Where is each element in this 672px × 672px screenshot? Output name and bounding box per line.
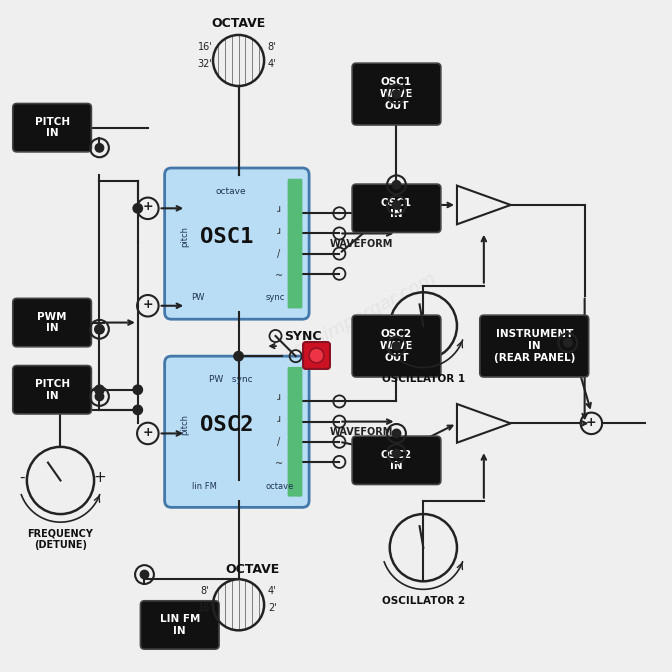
FancyBboxPatch shape [288, 179, 302, 308]
Circle shape [392, 90, 401, 98]
Circle shape [392, 342, 401, 350]
Circle shape [133, 385, 142, 394]
Text: 16': 16' [198, 603, 212, 613]
Text: OSCILLATOR 2: OSCILLATOR 2 [382, 596, 465, 606]
Text: 32': 32' [198, 59, 212, 69]
Text: PW: PW [192, 294, 205, 302]
Text: +: + [142, 200, 153, 214]
Text: 8': 8' [201, 587, 209, 596]
Text: OSC1: OSC1 [200, 226, 253, 247]
FancyBboxPatch shape [13, 366, 91, 414]
FancyBboxPatch shape [303, 342, 330, 369]
Text: PW   sync: PW sync [208, 375, 252, 384]
Text: 8': 8' [268, 42, 276, 52]
FancyBboxPatch shape [480, 315, 589, 377]
FancyBboxPatch shape [165, 168, 309, 319]
Text: /: / [278, 249, 280, 259]
Text: 16': 16' [198, 42, 212, 52]
Text: +: + [586, 415, 597, 429]
Text: ɹ: ɹ [277, 415, 281, 425]
Text: OSC2: OSC2 [200, 415, 253, 435]
Circle shape [95, 325, 104, 334]
Text: +: + [142, 298, 153, 311]
Circle shape [133, 204, 142, 213]
Text: +: + [93, 470, 106, 485]
Text: PITCH
IN: PITCH IN [34, 379, 70, 401]
Text: pitch: pitch [180, 415, 190, 435]
Text: sync: sync [265, 294, 285, 302]
FancyBboxPatch shape [165, 356, 309, 507]
FancyBboxPatch shape [13, 103, 91, 152]
Text: LIN FM
IN: LIN FM IN [159, 614, 200, 636]
Text: 2': 2' [267, 603, 277, 613]
Text: OSC1
IN: OSC1 IN [381, 198, 412, 219]
Circle shape [234, 351, 243, 361]
Text: 4': 4' [268, 59, 276, 69]
Circle shape [392, 450, 401, 458]
Circle shape [95, 392, 103, 401]
Text: OSC2
WAVE
OUT: OSC2 WAVE OUT [380, 329, 413, 363]
Circle shape [140, 571, 149, 579]
Text: ɹ: ɹ [277, 204, 281, 214]
Text: PWM
IN: PWM IN [38, 312, 67, 333]
Text: OCTAVE: OCTAVE [212, 17, 265, 30]
Text: OSC2
IN: OSC2 IN [381, 450, 412, 471]
Circle shape [564, 339, 572, 347]
Text: ɹ: ɹ [277, 226, 281, 237]
Text: ~: ~ [275, 271, 283, 281]
FancyBboxPatch shape [140, 601, 219, 649]
Text: OSC1
WAVE
OUT: OSC1 WAVE OUT [380, 77, 413, 111]
Text: octave: octave [265, 482, 294, 491]
Circle shape [95, 325, 103, 333]
Circle shape [392, 201, 401, 209]
FancyBboxPatch shape [13, 298, 91, 347]
Circle shape [392, 181, 401, 189]
Text: 4': 4' [268, 587, 276, 596]
Text: pitch: pitch [180, 226, 190, 247]
Text: octave: octave [215, 187, 246, 196]
Text: +: + [142, 425, 153, 439]
Text: ~: ~ [275, 459, 283, 469]
Text: WAVEFORM: WAVEFORM [329, 239, 392, 249]
FancyBboxPatch shape [288, 367, 302, 497]
FancyBboxPatch shape [352, 184, 441, 233]
Text: -: - [19, 470, 24, 485]
FancyBboxPatch shape [352, 315, 441, 377]
Text: SYNC: SYNC [284, 329, 321, 343]
Text: classicsimpergar.com: classicsimpergar.com [260, 269, 439, 376]
Text: PITCH
IN: PITCH IN [34, 117, 70, 138]
Text: OCTAVE: OCTAVE [225, 563, 279, 577]
Text: INSTRUMENT
IN
(REAR PANEL): INSTRUMENT IN (REAR PANEL) [493, 329, 575, 363]
Text: OSCILLATOR 1: OSCILLATOR 1 [382, 374, 465, 384]
FancyBboxPatch shape [352, 436, 441, 485]
Circle shape [95, 385, 104, 394]
Circle shape [392, 429, 401, 437]
Text: ɹ: ɹ [277, 392, 281, 403]
Text: WAVEFORM: WAVEFORM [329, 427, 392, 437]
Circle shape [309, 348, 324, 363]
Circle shape [133, 405, 142, 415]
Text: /: / [278, 437, 280, 447]
Text: FREQUENCY
(DETUNE): FREQUENCY (DETUNE) [28, 529, 93, 550]
Text: lin FM: lin FM [192, 482, 216, 491]
Circle shape [95, 144, 103, 152]
FancyBboxPatch shape [352, 63, 441, 125]
